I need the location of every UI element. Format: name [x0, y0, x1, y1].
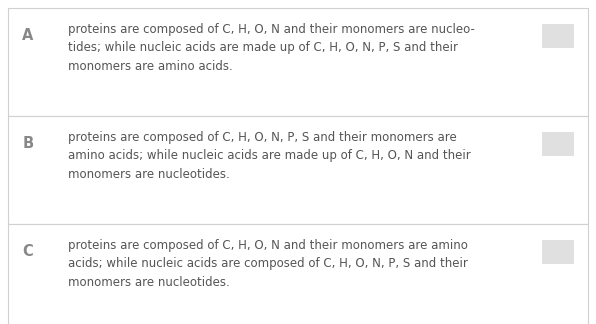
- Text: proteins are composed of C, H, O, N, P, S and their monomers are: proteins are composed of C, H, O, N, P, …: [68, 132, 457, 145]
- Text: tides; while nucleic acids are made up of C, H, O, N, P, S and their: tides; while nucleic acids are made up o…: [68, 41, 458, 54]
- Text: proteins are composed of C, H, O, N and their monomers are nucleo-: proteins are composed of C, H, O, N and …: [68, 24, 475, 37]
- Text: proteins are composed of C, H, O, N and their monomers are amino: proteins are composed of C, H, O, N and …: [68, 239, 468, 252]
- Text: acids; while nucleic acids are composed of C, H, O, N, P, S and their: acids; while nucleic acids are composed …: [68, 258, 468, 271]
- Text: C: C: [23, 245, 33, 260]
- Text: monomers are amino acids.: monomers are amino acids.: [68, 60, 233, 73]
- FancyBboxPatch shape: [542, 132, 574, 156]
- Text: B: B: [23, 136, 33, 152]
- Text: amino acids; while nucleic acids are made up of C, H, O, N and their: amino acids; while nucleic acids are mad…: [68, 149, 471, 163]
- Text: monomers are nucleotides.: monomers are nucleotides.: [68, 275, 229, 288]
- FancyBboxPatch shape: [8, 8, 588, 116]
- Text: monomers are nucleotides.: monomers are nucleotides.: [68, 168, 229, 180]
- FancyBboxPatch shape: [542, 24, 574, 48]
- FancyBboxPatch shape: [8, 116, 588, 224]
- FancyBboxPatch shape: [8, 224, 588, 324]
- FancyBboxPatch shape: [542, 240, 574, 264]
- Text: A: A: [22, 29, 34, 43]
